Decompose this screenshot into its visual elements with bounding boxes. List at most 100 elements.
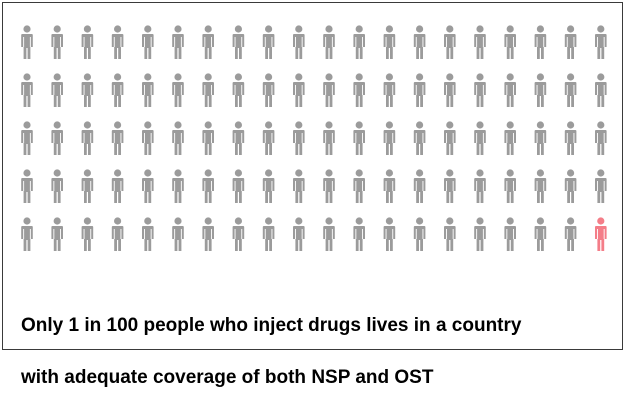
person-icon — [353, 25, 365, 59]
caption: Only 1 in 100 people who inject drugs li… — [21, 287, 621, 417]
person-icon — [534, 73, 547, 107]
person-icon — [142, 217, 154, 251]
person-icon — [81, 73, 94, 107]
person-icon — [383, 25, 396, 59]
person-icon — [111, 73, 124, 107]
person-icon — [142, 121, 154, 155]
person-icon — [232, 169, 245, 203]
person-icon — [444, 169, 456, 203]
caption-line-1: Only 1 in 100 people who inject drugs li… — [21, 315, 522, 336]
person-icon — [232, 25, 245, 59]
person-icon — [202, 73, 214, 107]
person-icon — [21, 73, 33, 107]
person-icon — [444, 217, 456, 251]
person-icon — [142, 169, 154, 203]
person-icon — [51, 25, 63, 59]
person-icon — [353, 217, 365, 251]
person-icon — [262, 169, 275, 203]
person-icon — [51, 169, 63, 203]
person-icon — [413, 73, 426, 107]
person-icon — [293, 121, 305, 155]
person-icon — [413, 217, 426, 251]
person-icon — [564, 121, 577, 155]
person-icon — [383, 169, 396, 203]
person-icon — [232, 217, 245, 251]
person-icon — [262, 121, 275, 155]
person-icon — [413, 25, 426, 59]
person-icon — [353, 73, 365, 107]
person-icon — [172, 25, 184, 59]
person-icon — [564, 169, 577, 203]
person-icon — [21, 25, 33, 59]
pictogram-grid — [21, 25, 607, 251]
person-icon — [293, 169, 305, 203]
person-icon — [534, 121, 547, 155]
person-icon — [262, 217, 275, 251]
person-icon — [51, 217, 63, 251]
person-icon — [444, 25, 456, 59]
person-icon — [232, 73, 245, 107]
person-icon — [323, 121, 335, 155]
person-icon — [202, 169, 214, 203]
person-icon — [504, 121, 516, 155]
person-icon — [474, 169, 486, 203]
person-icon — [474, 217, 486, 251]
person-icon — [504, 25, 516, 59]
person-icon — [595, 169, 607, 203]
person-icon — [202, 217, 214, 251]
person-icon — [383, 73, 396, 107]
person-icon — [21, 121, 33, 155]
person-icon — [202, 121, 214, 155]
person-icon — [172, 169, 184, 203]
person-icon — [383, 121, 396, 155]
person-icon — [353, 121, 365, 155]
person-icon — [172, 73, 184, 107]
person-icon — [413, 121, 426, 155]
person-icon — [111, 169, 124, 203]
person-icon — [353, 169, 365, 203]
person-icon — [534, 169, 547, 203]
person-icon — [413, 169, 426, 203]
person-icon — [595, 73, 607, 107]
person-icon — [111, 121, 124, 155]
person-icon — [202, 25, 214, 59]
person-icon — [444, 121, 456, 155]
person-icon — [595, 121, 607, 155]
person-icon — [172, 121, 184, 155]
person-icon — [81, 121, 94, 155]
person-icon — [474, 25, 486, 59]
person-icon — [111, 25, 124, 59]
person-icon — [293, 25, 305, 59]
person-icon — [444, 73, 456, 107]
person-icon — [21, 169, 33, 203]
person-icon — [323, 25, 335, 59]
person-icon — [564, 25, 577, 59]
person-icon — [474, 73, 486, 107]
person-icon — [81, 217, 94, 251]
person-icon — [142, 73, 154, 107]
person-icon — [595, 25, 607, 59]
caption-line-2: with adequate coverage of both NSP and O… — [21, 367, 434, 388]
person-icon — [111, 217, 124, 251]
person-icon — [504, 73, 516, 107]
person-icon — [323, 217, 335, 251]
person-icon — [262, 73, 275, 107]
person-icon — [262, 25, 275, 59]
person-icon — [51, 121, 63, 155]
person-icon — [142, 25, 154, 59]
person-icon — [232, 121, 245, 155]
person-icon — [504, 217, 516, 251]
person-icon — [293, 217, 305, 251]
person-icon — [534, 25, 547, 59]
person-icon — [81, 169, 94, 203]
person-icon — [383, 217, 396, 251]
person-icon — [293, 73, 305, 107]
person-icon — [323, 169, 335, 203]
infographic-frame: Only 1 in 100 people who inject drugs li… — [2, 2, 623, 388]
person-icon — [81, 25, 94, 59]
person-icon — [564, 73, 577, 107]
person-icon — [504, 169, 516, 203]
person-icon — [323, 73, 335, 107]
person-icon — [534, 217, 547, 251]
person-icon-highlighted — [595, 217, 607, 251]
